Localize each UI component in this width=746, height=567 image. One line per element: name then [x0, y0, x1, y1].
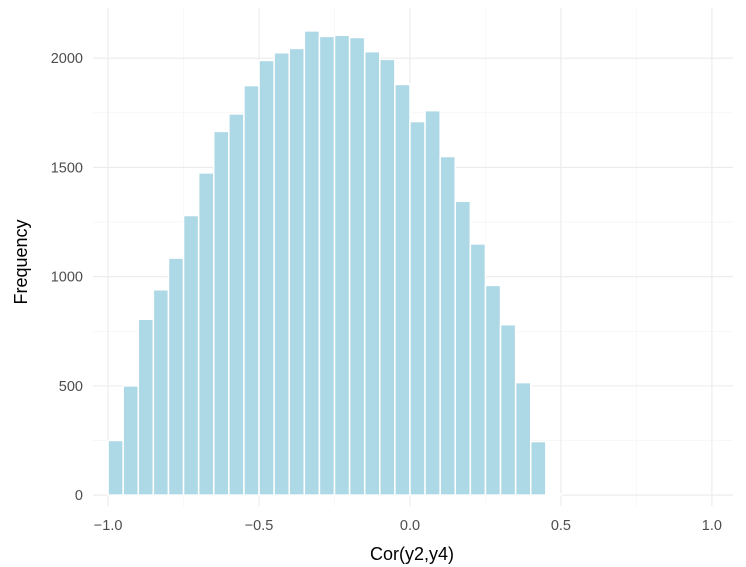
histogram-bar: [394, 83, 411, 496]
histogram-bar: [228, 113, 245, 496]
histogram-bar: [363, 50, 381, 496]
histogram-bar: [545, 493, 562, 496]
histogram-bar: [318, 35, 336, 496]
y-axis-ticks: 0 500 1000 1500 2000: [51, 51, 83, 504]
y-tick-label: 0: [75, 488, 83, 504]
histogram-bar: [409, 120, 426, 496]
y-tick-label: 1000: [51, 270, 83, 286]
histogram-bar: [167, 257, 185, 496]
histogram-bar: [424, 109, 441, 496]
y-tick-label: 1500: [51, 160, 83, 176]
histogram-bar: [348, 36, 366, 496]
histogram-bar: [213, 130, 230, 496]
x-tick-label: 0.0: [400, 518, 420, 534]
x-tick-label: 1.0: [702, 518, 722, 534]
histogram-bar: [514, 381, 532, 496]
histogram-bar: [439, 155, 457, 496]
x-tick-label: −1.0: [94, 518, 123, 534]
histogram-bar: [379, 58, 396, 496]
y-axis-title: Frequency: [11, 219, 31, 304]
y-tick-label: 2000: [51, 51, 83, 67]
x-axis-title: Cor(y2,y4): [370, 544, 454, 564]
histogram-bar: [273, 52, 290, 496]
histogram-bar: [454, 200, 472, 496]
histogram-bars: [107, 30, 562, 496]
histogram-bar: [197, 172, 215, 496]
histogram-bar: [137, 318, 155, 496]
x-tick-label: 0.5: [551, 518, 571, 534]
histogram-bar: [469, 243, 487, 496]
x-axis-ticks: −1.0 −0.5 0.0 0.5 1.0: [94, 518, 722, 534]
histogram-bar: [152, 289, 170, 496]
histogram-bar: [122, 385, 140, 496]
histogram-bar: [107, 439, 124, 496]
histogram-bar: [258, 59, 275, 496]
x-tick-label: −0.5: [245, 518, 274, 534]
y-tick-label: 500: [59, 379, 83, 395]
histogram-bar: [484, 284, 502, 496]
histogram-bar: [182, 214, 200, 496]
histogram-bar: [303, 30, 321, 496]
histogram-bar: [529, 440, 547, 496]
histogram-bar: [288, 47, 306, 496]
histogram-bar: [333, 34, 351, 496]
histogram-bar: [499, 323, 517, 496]
histogram-bar: [243, 84, 260, 496]
